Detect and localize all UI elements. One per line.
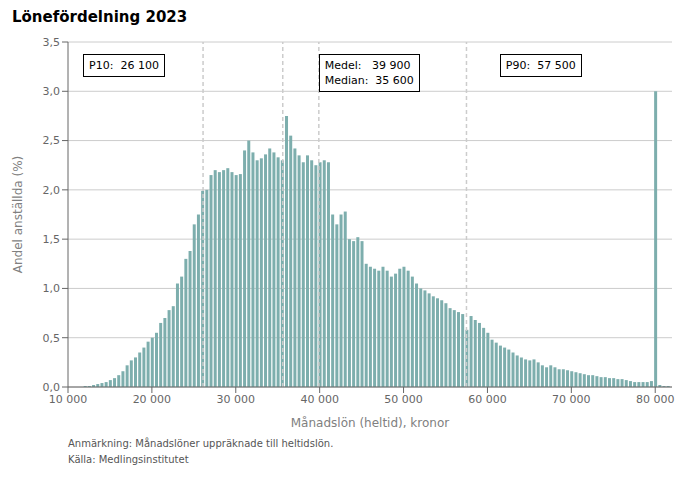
svg-text:70 000: 70 000 xyxy=(552,393,591,406)
svg-text:80 000: 80 000 xyxy=(636,393,675,406)
svg-text:2,0: 2,0 xyxy=(43,184,61,197)
html-text:P10: 26 100: P10: 26 100 xyxy=(89,59,159,73)
svg-text:Andel anställda (%): Andel anställda (%) xyxy=(11,156,25,273)
html-text:P90: 57 500: P90: 57 500 xyxy=(505,59,576,73)
svg-text:1,0: 1,0 xyxy=(43,282,61,295)
svg-text:1,5: 1,5 xyxy=(43,233,61,246)
svg-text:3,0: 3,0 xyxy=(43,85,61,98)
svg-text:Månadslön (heltid), kronor: Månadslön (heltid), kronor xyxy=(291,416,450,430)
svg-text:60 000: 60 000 xyxy=(468,393,507,406)
svg-text:0,5: 0,5 xyxy=(43,332,61,345)
html-text:Median: 35 600: Median: 35 600 xyxy=(324,74,414,88)
svg-text:2,5: 2,5 xyxy=(43,134,61,147)
svg-text:50 000: 50 000 xyxy=(384,393,423,406)
html-text:Källa: Medlingsinstitutet: Källa: Medlingsinstitutet xyxy=(68,454,189,465)
svg-text:0,0: 0,0 xyxy=(43,381,61,394)
svg-text:3,5: 3,5 xyxy=(43,36,61,49)
html-text:Lönefördelning 2023: Lönefördelning 2023 xyxy=(12,8,188,26)
html-text:Anmärkning: Månadslöner uppräk: Anmärkning: Månadslöner uppräknade till … xyxy=(68,438,334,449)
svg-text:20 000: 20 000 xyxy=(133,393,172,406)
svg-text:10 000: 10 000 xyxy=(49,393,88,406)
svg-text:40 000: 40 000 xyxy=(300,393,339,406)
svg-text:30 000: 30 000 xyxy=(217,393,256,406)
html-text:Medel: 39 900: Medel: 39 900 xyxy=(324,59,411,73)
